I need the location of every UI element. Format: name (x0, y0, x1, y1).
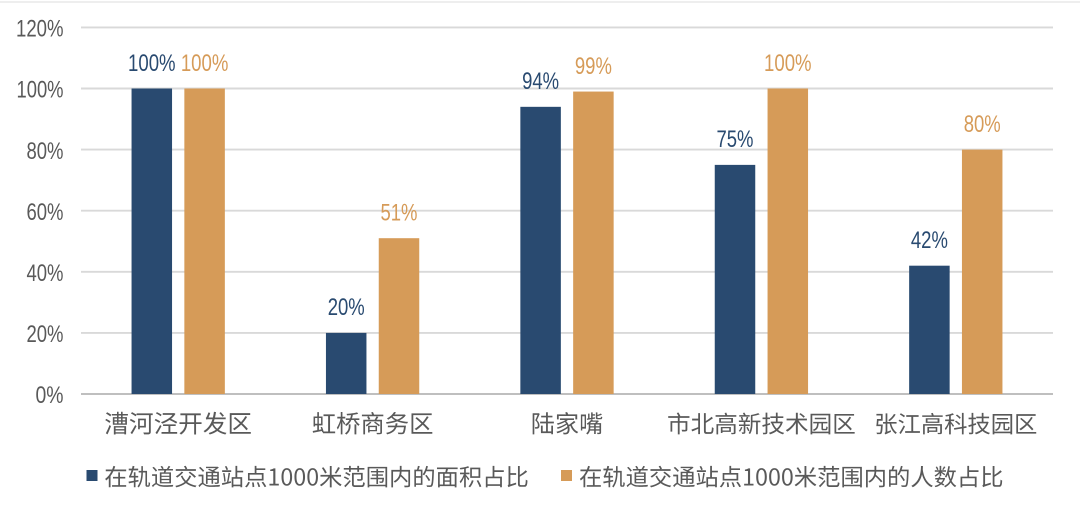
svg-text:120%: 120% (16, 16, 64, 43)
svg-text:75%: 75% (717, 126, 754, 153)
svg-text:80%: 80% (964, 111, 1001, 138)
svg-text:20%: 20% (27, 321, 64, 348)
svg-text:100%: 100% (181, 50, 229, 77)
svg-text:51%: 51% (381, 200, 418, 227)
svg-text:40%: 40% (27, 260, 64, 287)
svg-text:42%: 42% (911, 227, 948, 254)
svg-text:99%: 99% (575, 53, 612, 80)
svg-text:94%: 94% (522, 68, 559, 95)
svg-text:20%: 20% (328, 294, 365, 321)
svg-text:0%: 0% (36, 382, 64, 409)
svg-text:100%: 100% (128, 50, 176, 77)
svg-text:80%: 80% (27, 138, 64, 165)
svg-text:100%: 100% (764, 50, 812, 77)
svg-text:60%: 60% (27, 199, 64, 226)
svg-text:100%: 100% (17, 77, 64, 104)
